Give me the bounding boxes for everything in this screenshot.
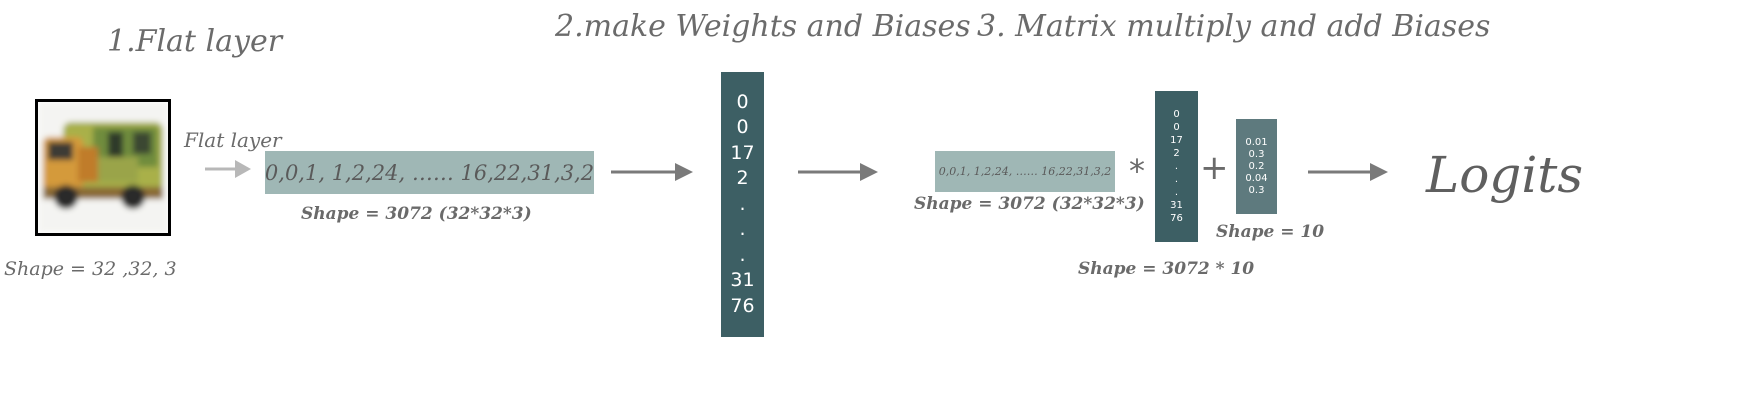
bias-value: 0.2 [1248, 160, 1265, 172]
weight-value: . [739, 192, 746, 215]
weights-column: 0 0 17 2 . . . 31 76 [721, 72, 764, 337]
weight-matrix-value: 76 [1170, 213, 1183, 224]
weight-matrix-value: 31 [1170, 200, 1183, 211]
flattened-vector-text: 0,0,1, 1,2,24, …… 16,22,31,3,2 [264, 160, 595, 185]
multiply-input-vector: 0,0,1, 1,2,24, …… 16,22,31,3,2 [935, 151, 1115, 192]
weight-matrix-value: 0 [1173, 122, 1180, 133]
weight-value: 31 [730, 269, 755, 292]
step2-heading: 2.make Weights and Biases [555, 9, 971, 44]
weight-matrix-value: 17 [1170, 135, 1183, 146]
bias-value: 0.01 [1245, 136, 1268, 148]
logits-label: Logits [1426, 146, 1584, 204]
flattened-vector-shape-label: Shape = 3072 (32*32*3) [301, 204, 532, 224]
weight-matrix-value: . [1174, 161, 1179, 172]
bias-vector: 0.01 0.3 0.2 0.04 0.3 [1236, 119, 1277, 214]
weight-value: . [739, 218, 746, 241]
multiply-input-vector-text: 0,0,1, 1,2,24, …… 16,22,31,3,2 [938, 165, 1112, 178]
flattened-vector: 0,0,1, 1,2,24, …… 16,22,31,3,2 [265, 151, 594, 194]
weight-value: 17 [730, 141, 755, 164]
add-operator: + [1200, 148, 1229, 188]
bias-value: 0.3 [1248, 184, 1265, 196]
weight-matrix-value: . [1174, 187, 1179, 198]
bias-value: 0.04 [1245, 172, 1268, 184]
arrow-to-multiply-icon [798, 163, 878, 181]
weight-value: 0 [736, 116, 749, 139]
weight-matrix-value: 0 [1173, 109, 1180, 120]
image-shape-label: Shape = 32 ,32, 3 [4, 258, 177, 280]
truck-image-icon [38, 102, 168, 233]
multiply-input-shape-label: Shape = 3072 (32*32*3) [914, 194, 1145, 214]
weights-matrix: 0 0 17 2 . . . 31 76 [1155, 91, 1198, 242]
weights-matrix-shape-label: Shape = 3072 * 10 [1078, 259, 1255, 279]
arrow-to-weights-icon [611, 163, 693, 181]
weight-matrix-value: . [1174, 174, 1179, 185]
step1-heading: 1.Flat layer [107, 24, 283, 59]
flat-layer-arrow-icon [205, 160, 251, 178]
bias-value: 0.3 [1248, 148, 1265, 160]
step3-heading: 3. Matrix multiply and add Biases [977, 9, 1491, 44]
weight-value: . [739, 243, 746, 266]
flat-layer-arrow-label: Flat layer [184, 128, 282, 152]
weight-value: 2 [736, 167, 749, 190]
arrow-to-logits-icon [1308, 163, 1388, 181]
multiply-operator: * [1129, 152, 1145, 190]
input-image [35, 99, 171, 236]
weight-value: 76 [730, 294, 755, 317]
weight-value: 0 [736, 90, 749, 113]
bias-shape-label: Shape = 10 [1216, 222, 1325, 242]
weight-matrix-value: 2 [1173, 148, 1180, 159]
